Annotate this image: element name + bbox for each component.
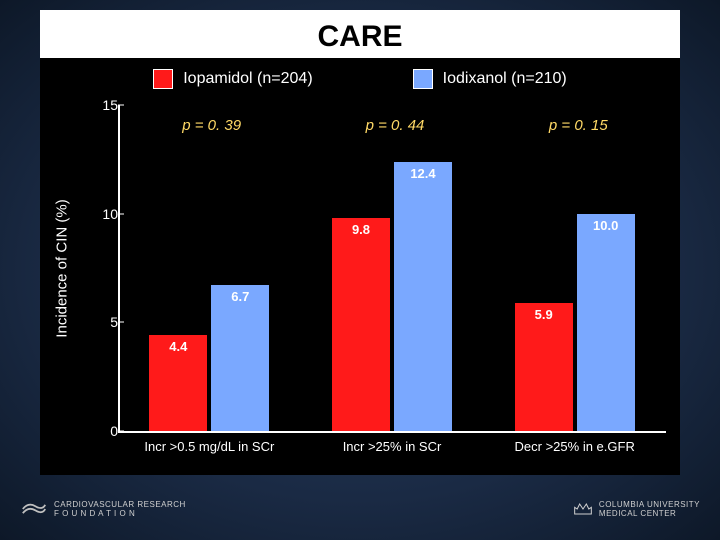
legend-swatch (413, 69, 433, 89)
bar: 9.8 (332, 218, 390, 431)
bar-value-label: 12.4 (394, 166, 452, 181)
x-axis-labels: Incr >0.5 mg/dL in SCr Incr >25% in SCr … (118, 439, 666, 454)
legend-label: Iodixanol (n=210) (443, 70, 567, 88)
bar-value-label: 10.0 (577, 218, 635, 233)
footer: CARDIOVASCULAR RESEARCH F O U N D A T I … (0, 486, 720, 532)
slide-title: CARE (40, 10, 680, 58)
bar: 4.4 (149, 335, 207, 431)
y-tick: 5 (88, 314, 118, 330)
bar: 12.4 (394, 162, 452, 431)
columbia-logo: COLUMBIA UNIVERSITY MEDICAL CENTER (573, 500, 700, 518)
chart-container: Iopamidol (n=204) Iodixanol (n=210) p = … (40, 55, 680, 475)
bar-value-label: 4.4 (149, 339, 207, 354)
y-tick-mark (118, 322, 124, 323)
crown-icon (573, 500, 593, 518)
bar-value-label: 5.9 (515, 307, 573, 322)
x-label: Decr >25% in e.GFR (483, 439, 666, 454)
legend-item-iodixanol: Iodixanol (n=210) (413, 69, 567, 89)
crf-icon (20, 499, 48, 519)
crf-logo: CARDIOVASCULAR RESEARCH F O U N D A T I … (20, 499, 186, 519)
y-tick: 15 (88, 97, 118, 113)
bar-group: 9.8 12.4 (301, 162, 484, 431)
legend: Iopamidol (n=204) Iodixanol (n=210) (40, 69, 680, 89)
bar: 10.0 (577, 214, 635, 431)
crf-text-line1: CARDIOVASCULAR RESEARCH (54, 500, 186, 509)
y-tick-mark (118, 431, 124, 432)
bars-area: 4.4 6.7 9.8 12.4 5.9 10.0 (118, 105, 666, 431)
x-label: Incr >0.5 mg/dL in SCr (118, 439, 301, 454)
columbia-text-line2: MEDICAL CENTER (599, 509, 700, 518)
legend-swatch (153, 69, 173, 89)
y-axis-label: Incidence of CIN (%) (50, 105, 74, 431)
y-tick-mark (118, 213, 124, 214)
bar-group: 4.4 6.7 (118, 285, 301, 431)
x-axis-line (118, 431, 666, 433)
y-tick-mark (118, 105, 124, 106)
y-axis-ticks: 051015 (88, 105, 118, 431)
crf-text-line2: F O U N D A T I O N (54, 509, 186, 518)
bar: 5.9 (515, 303, 573, 431)
legend-label: Iopamidol (n=204) (183, 70, 312, 88)
bar-value-label: 6.7 (211, 289, 269, 304)
bar: 6.7 (211, 285, 269, 431)
y-tick: 0 (88, 423, 118, 439)
bar-value-label: 9.8 (332, 222, 390, 237)
x-label: Incr >25% in SCr (301, 439, 484, 454)
y-axis-label-text: Incidence of CIN (%) (54, 199, 71, 337)
bar-group: 5.9 10.0 (483, 214, 666, 431)
columbia-text-line1: COLUMBIA UNIVERSITY (599, 500, 700, 509)
legend-item-iopamidol: Iopamidol (n=204) (153, 69, 312, 89)
y-tick: 10 (88, 206, 118, 222)
